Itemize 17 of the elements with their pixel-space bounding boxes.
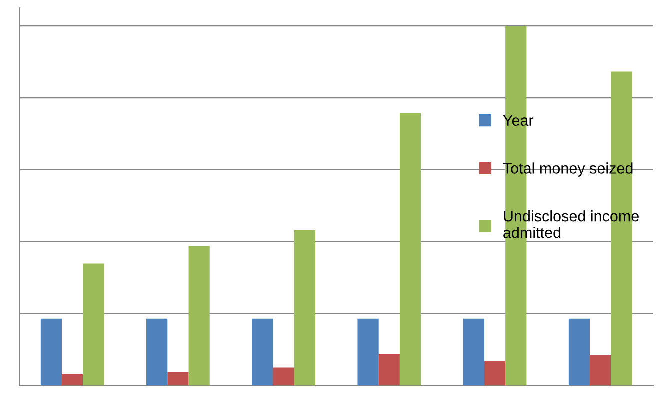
bar [590, 355, 612, 386]
bar [463, 318, 484, 386]
bar [400, 113, 422, 386]
bar [168, 372, 189, 386]
bar [252, 318, 274, 386]
bar [83, 264, 104, 386]
bar [146, 318, 168, 386]
bar [568, 318, 590, 386]
bar [62, 374, 84, 386]
bar [358, 318, 379, 386]
bar [294, 230, 316, 386]
bar [273, 368, 294, 386]
bar [378, 354, 400, 386]
legend-label: Total money seized [503, 162, 633, 177]
bar [40, 318, 62, 386]
bar [484, 361, 506, 386]
bar [188, 246, 210, 386]
